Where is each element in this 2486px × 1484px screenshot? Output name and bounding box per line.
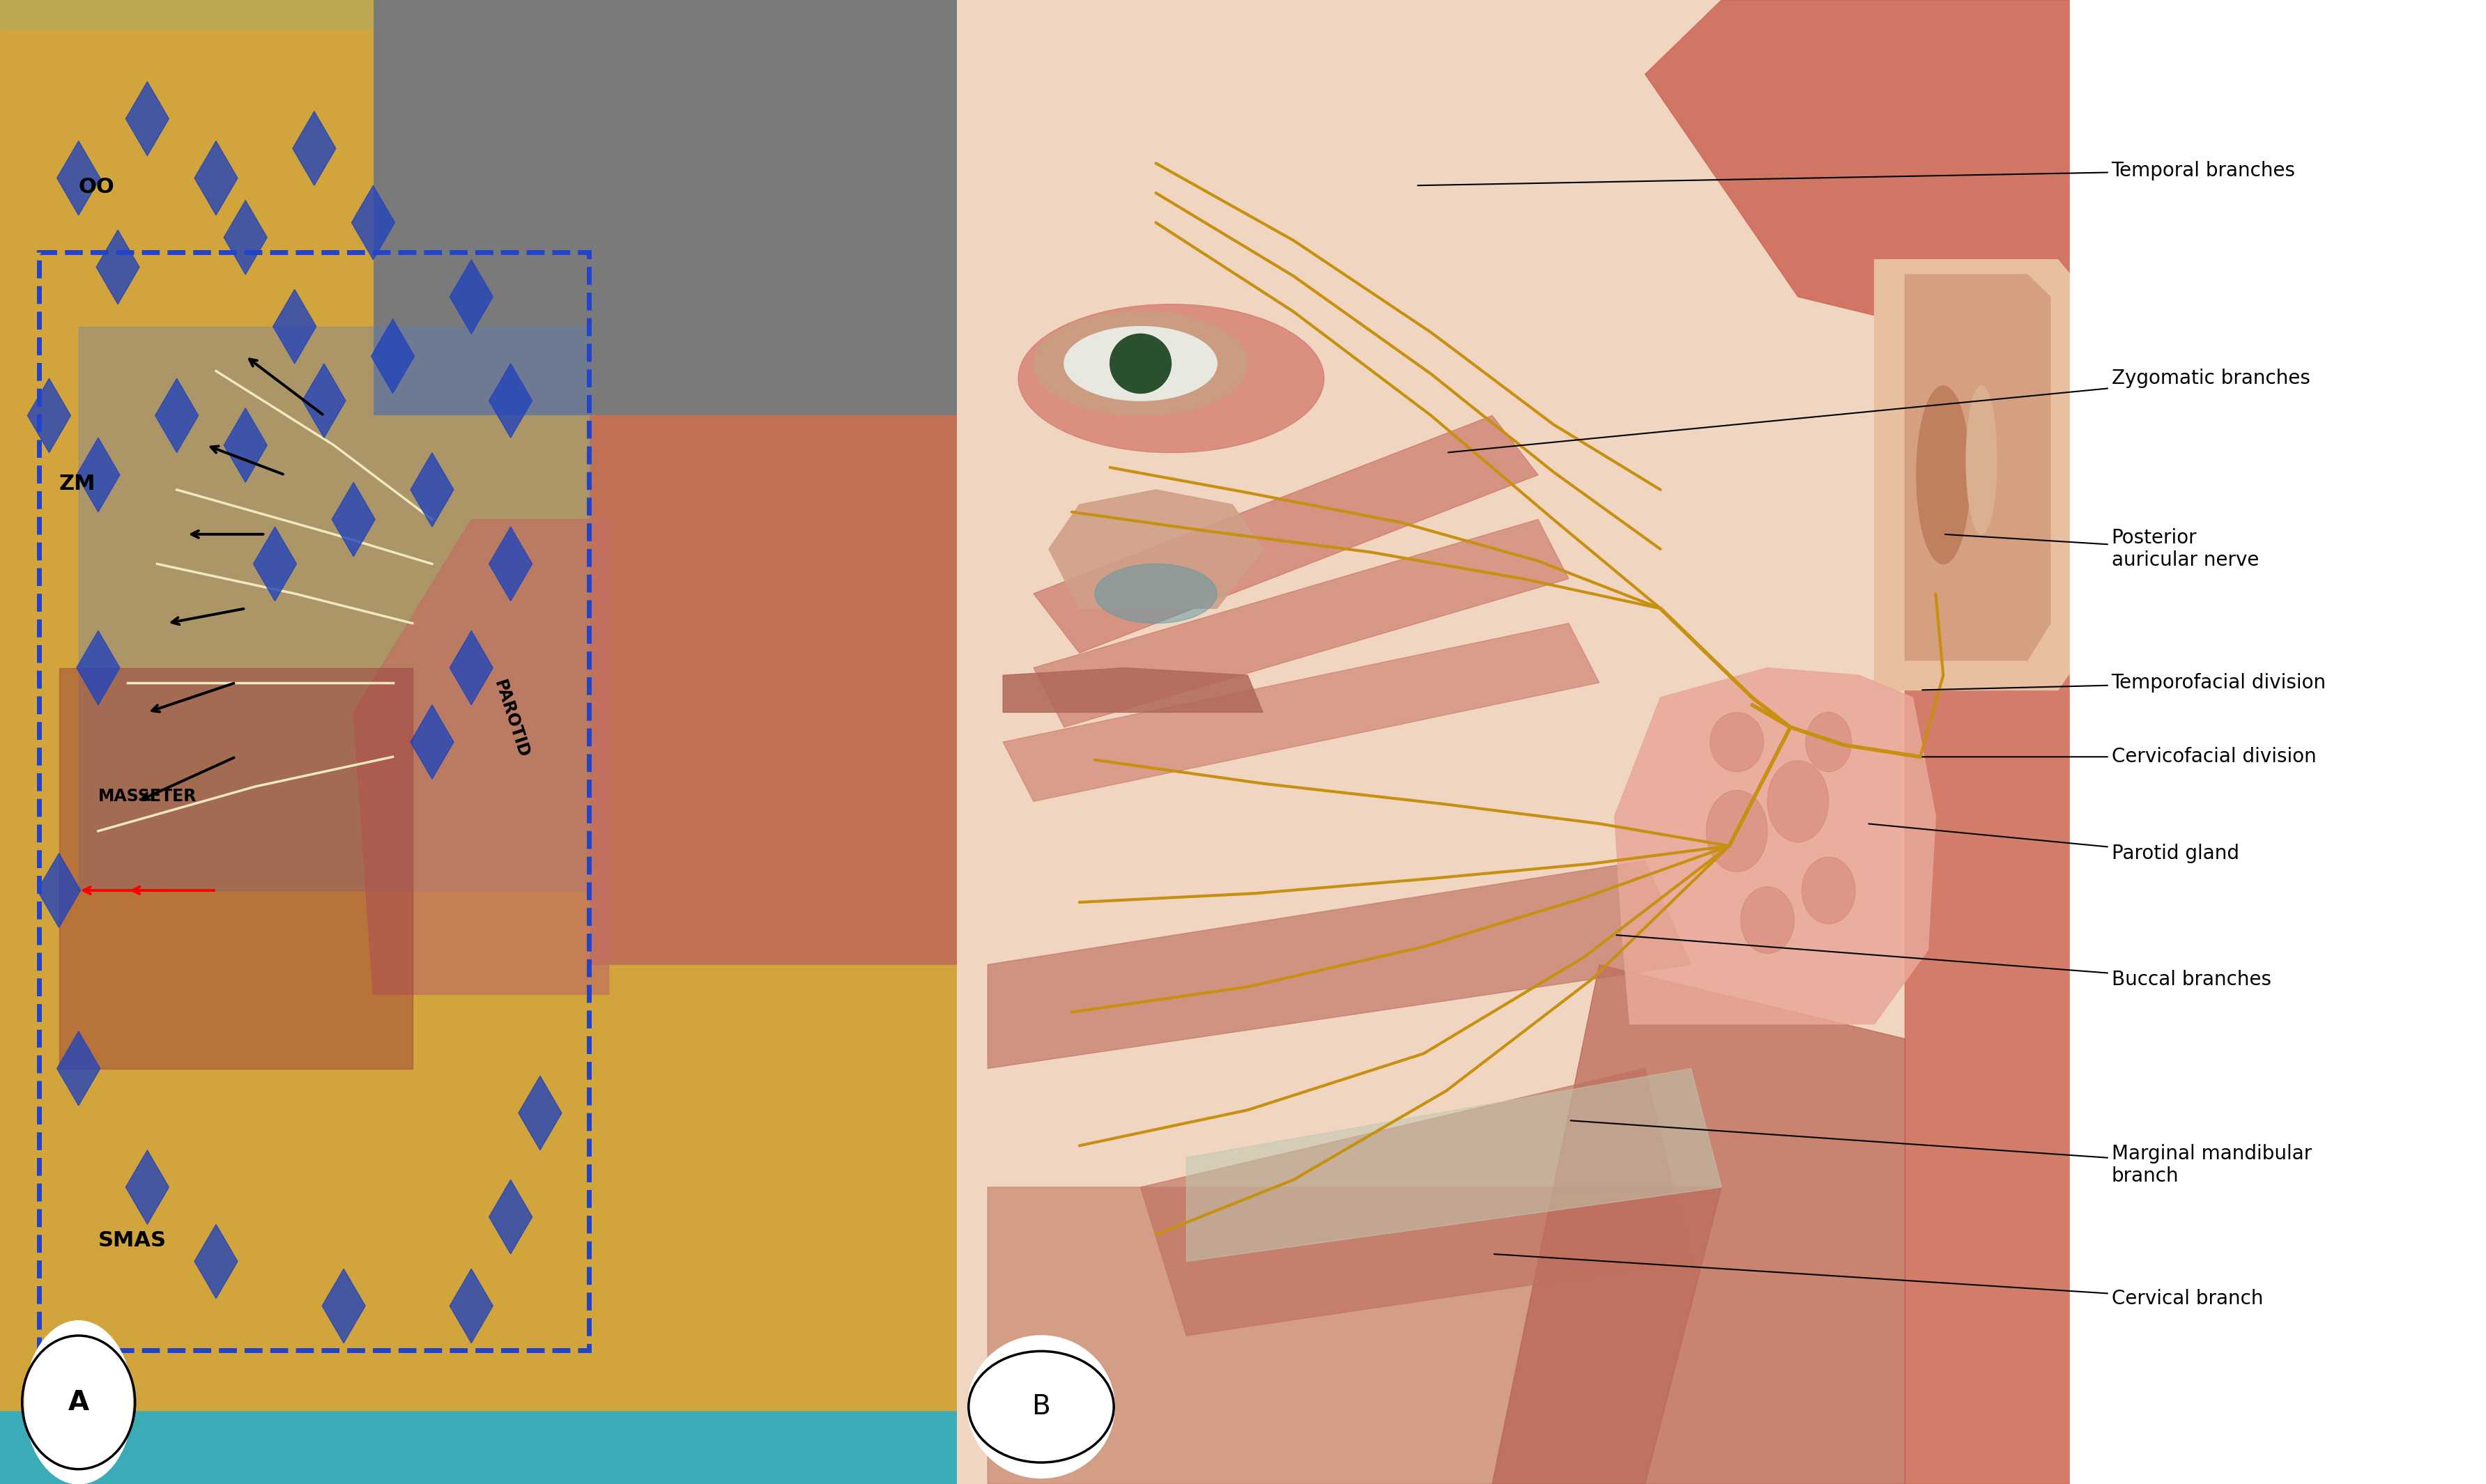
Ellipse shape — [1094, 564, 1218, 623]
Polygon shape — [224, 408, 266, 482]
Polygon shape — [589, 416, 982, 965]
Polygon shape — [450, 260, 492, 334]
Polygon shape — [957, 0, 2103, 1484]
Polygon shape — [490, 527, 532, 601]
Text: PAROTID: PAROTID — [492, 678, 532, 760]
Text: Marginal mandibular
branch: Marginal mandibular branch — [1571, 1120, 2312, 1186]
Polygon shape — [351, 186, 395, 260]
Ellipse shape — [1802, 858, 1855, 923]
Text: Parotid gland: Parotid gland — [1869, 824, 2240, 864]
Polygon shape — [0, 0, 982, 1410]
Text: Temporofacial division: Temporofacial division — [1922, 672, 2327, 693]
Polygon shape — [410, 453, 452, 527]
Polygon shape — [353, 519, 609, 994]
Ellipse shape — [1034, 312, 1248, 416]
Polygon shape — [293, 111, 336, 186]
Ellipse shape — [1064, 326, 1218, 401]
Polygon shape — [373, 0, 982, 416]
Polygon shape — [1874, 260, 2088, 690]
Polygon shape — [1034, 519, 1569, 727]
Polygon shape — [194, 1224, 239, 1298]
Polygon shape — [520, 1076, 562, 1150]
Text: ZM: ZM — [60, 473, 94, 494]
Polygon shape — [80, 326, 589, 890]
Ellipse shape — [1740, 887, 1795, 954]
Polygon shape — [57, 141, 99, 215]
Polygon shape — [450, 631, 492, 705]
Polygon shape — [1646, 0, 2103, 371]
Polygon shape — [333, 482, 375, 556]
Polygon shape — [273, 289, 316, 364]
Polygon shape — [1904, 267, 2118, 1484]
Ellipse shape — [1768, 760, 1830, 843]
Polygon shape — [27, 378, 70, 453]
Polygon shape — [490, 1180, 532, 1254]
Polygon shape — [1492, 965, 1904, 1484]
Polygon shape — [0, 30, 982, 1410]
Polygon shape — [1141, 1068, 1690, 1336]
Ellipse shape — [1710, 712, 1763, 772]
Polygon shape — [127, 1150, 169, 1224]
Text: B: B — [1032, 1393, 1052, 1420]
Text: Temporal branches: Temporal branches — [1417, 160, 2295, 186]
Ellipse shape — [1019, 304, 1325, 453]
Polygon shape — [450, 1269, 492, 1343]
Polygon shape — [97, 230, 139, 304]
Polygon shape — [1904, 275, 2051, 660]
Bar — [2071, 0, 2486, 1484]
Polygon shape — [37, 853, 80, 928]
Polygon shape — [77, 438, 119, 512]
Text: Zygomatic branches: Zygomatic branches — [1449, 368, 2309, 453]
Text: Cervical branch: Cervical branch — [1494, 1254, 2262, 1309]
Text: OO: OO — [80, 177, 114, 197]
Polygon shape — [410, 705, 452, 779]
Polygon shape — [1002, 623, 1598, 801]
Polygon shape — [490, 364, 532, 438]
Polygon shape — [323, 1269, 365, 1343]
Polygon shape — [224, 200, 266, 275]
Text: Cervicofacial division: Cervicofacial division — [1922, 746, 2317, 767]
Polygon shape — [1613, 668, 1937, 1024]
Polygon shape — [154, 378, 199, 453]
Polygon shape — [1049, 490, 1263, 608]
Text: Posterior
auricular nerve: Posterior auricular nerve — [1944, 528, 2260, 570]
Text: Buccal branches: Buccal branches — [1616, 935, 2272, 990]
Polygon shape — [57, 1031, 99, 1106]
Polygon shape — [1002, 668, 1263, 712]
Ellipse shape — [1917, 386, 1969, 564]
Polygon shape — [254, 527, 296, 601]
Text: MASSETER: MASSETER — [99, 788, 196, 804]
Polygon shape — [60, 668, 413, 1068]
Circle shape — [967, 1336, 1114, 1478]
Polygon shape — [987, 1187, 1720, 1484]
Ellipse shape — [1109, 334, 1171, 393]
Polygon shape — [303, 364, 346, 438]
Circle shape — [25, 1321, 132, 1484]
Polygon shape — [987, 861, 1690, 1068]
Ellipse shape — [1805, 712, 1852, 772]
Polygon shape — [194, 141, 239, 215]
Text: SMAS: SMAS — [99, 1230, 167, 1251]
Ellipse shape — [1705, 789, 1768, 873]
Ellipse shape — [1966, 386, 1996, 534]
Polygon shape — [1034, 416, 1539, 653]
Polygon shape — [370, 319, 415, 393]
Polygon shape — [127, 82, 169, 156]
Polygon shape — [77, 631, 119, 705]
Text: A: A — [67, 1389, 89, 1416]
Polygon shape — [1186, 1068, 1720, 1261]
